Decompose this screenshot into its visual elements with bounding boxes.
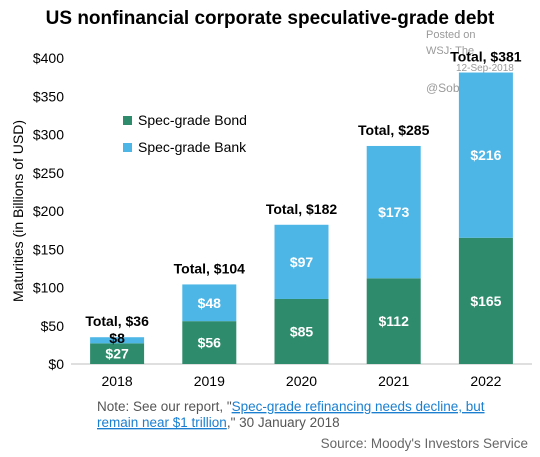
data-label: $112 [379, 313, 410, 329]
data-label: $56 [198, 335, 222, 351]
y-tick-label: $0 [48, 356, 64, 372]
bar-segment-bond [366, 278, 421, 364]
bar-segment-bond [458, 237, 513, 364]
data-label: $85 [290, 323, 314, 339]
watermark-date: 12-Sep-2018 [456, 63, 514, 74]
x-axis-ticks: 2018 2019 2020 2021 2022 [102, 373, 502, 389]
y-tick-label: $100 [33, 280, 64, 296]
y-tick-label: $300 [33, 127, 64, 143]
legend-label-bond: Spec-grade Bond [138, 112, 247, 128]
y-tick-label: $400 [33, 50, 64, 66]
bar-segment-bank [90, 337, 145, 344]
chart-title: US nonfinancial corporate speculative-gr… [46, 8, 495, 29]
legend-label-bank: Spec-grade Bank [138, 139, 247, 155]
note-prefix: Note: See our report, " [97, 399, 232, 414]
y-tick-label: $50 [41, 318, 65, 334]
x-tick-label: 2020 [286, 373, 317, 389]
x-tick-label: 2019 [194, 373, 225, 389]
total-label: Total, $285 [358, 122, 430, 138]
data-label: $165 [470, 293, 501, 309]
bar-segment-bond [182, 321, 237, 364]
y-tick-label: $150 [33, 241, 64, 257]
x-tick-label: 2018 [102, 373, 133, 389]
bar-segment-bond [274, 298, 329, 364]
legend-swatch-bond [123, 116, 132, 125]
bar-segment-bank [274, 224, 329, 299]
source-text: Source: Moody's Investors Service [321, 436, 528, 451]
bar-segment-bank [458, 72, 513, 238]
watermark-wsj: WSJ: The [426, 45, 474, 57]
data-label: $173 [378, 204, 409, 220]
total-label: Total, $182 [266, 201, 338, 217]
note-line-1: Note: See our report, "Spec-grade refina… [97, 399, 485, 414]
watermark-posted-on: Posted on [426, 29, 476, 41]
legend-swatch-bank [123, 143, 132, 152]
report-link-line-2[interactable]: remain near $1 trillion [97, 415, 227, 430]
y-tick-label: $350 [33, 88, 64, 104]
data-label: $8 [109, 330, 125, 346]
bar-segment-bank [366, 145, 421, 279]
y-axis-label: Maturities (in Billions of USD) [10, 120, 26, 302]
total-label: Total, $36 [85, 313, 149, 329]
x-tick-label: 2021 [378, 373, 409, 389]
y-tick-label: $200 [33, 203, 64, 219]
legend: Spec-grade Bond Spec-grade Bank [123, 112, 247, 155]
total-label: Total, $104 [174, 260, 246, 276]
bar-segment-bond [90, 343, 145, 364]
y-axis-ticks: $0 $50 $100 $150 $200 $250 $300 $350 $400 [33, 50, 64, 372]
data-label: $27 [105, 346, 129, 362]
bar-segment-bank [182, 284, 237, 322]
footnote: Note: See our report, "Spec-grade refina… [97, 399, 528, 451]
report-link-line-1[interactable]: Spec-grade refinancing needs decline, bu… [232, 399, 485, 414]
total-label: Total, $381 [450, 49, 522, 65]
note-suffix: ," 30 January 2018 [227, 415, 340, 430]
x-tick-label: 2022 [470, 373, 501, 389]
y-tick-label: $250 [33, 165, 64, 181]
data-label: $216 [470, 147, 501, 163]
data-label: $48 [198, 295, 222, 311]
note-line-2: remain near $1 trillion," 30 January 201… [97, 415, 340, 430]
data-label: $97 [290, 254, 314, 270]
